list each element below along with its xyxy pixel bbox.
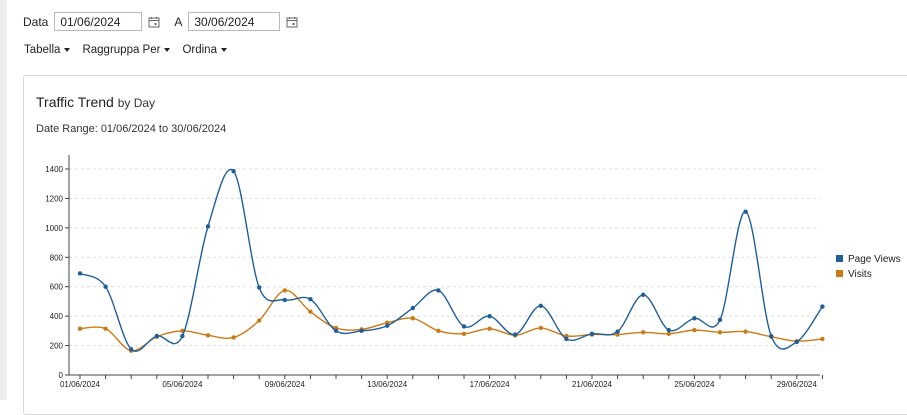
caret-down-icon: [164, 48, 171, 52]
data-point: [487, 313, 492, 319]
x-tick-label: 09/06/2024: [265, 380, 306, 389]
y-tick-label: 200: [50, 342, 64, 351]
y-tick-label: 800: [50, 253, 64, 262]
data-point: [410, 305, 415, 311]
data-point: [436, 288, 441, 293]
data-point: [641, 292, 646, 298]
menu-label: Raggruppa Per: [82, 44, 161, 56]
date-range-text: Date Range: 01/06/2024 to 30/06/2024: [36, 123, 227, 135]
data-point: [743, 329, 748, 334]
data-point: [461, 331, 467, 336]
y-tick-label: 1000: [45, 224, 63, 233]
x-tick-label: 17/06/2024: [470, 380, 511, 389]
data-point: [154, 333, 159, 339]
data-point: [77, 271, 83, 276]
data-point: [308, 297, 313, 302]
menu-raggruppa-per[interactable]: Raggruppa Per: [82, 44, 171, 56]
x-tick-label: 25/06/2024: [674, 380, 715, 389]
menu-label: Tabella: [24, 44, 61, 56]
card-title-main: Traffic Trend: [36, 94, 114, 110]
data-point: [436, 328, 441, 334]
data-point: [333, 328, 339, 334]
card-title-sub: by Day: [117, 96, 156, 110]
date-filter-bar: Data A: [23, 12, 312, 31]
data-point: [487, 326, 492, 331]
data-point: [717, 317, 723, 323]
menu-label: Ordina: [182, 44, 217, 56]
left-scrollbar[interactable]: [0, 0, 7, 400]
data-point: [282, 288, 287, 293]
data-point: [666, 327, 671, 333]
data-point: [615, 329, 620, 334]
caret-down-icon: [220, 48, 227, 52]
caret-down-icon: [64, 48, 71, 52]
data-point: [231, 335, 236, 340]
x-tick-label: 21/06/2024: [572, 380, 613, 389]
data-point: [717, 330, 723, 335]
x-tick-label: 29/06/2024: [777, 380, 818, 389]
to-date-input[interactable]: [188, 12, 281, 31]
y-tick-label: 1400: [45, 165, 63, 174]
data-point: [359, 328, 364, 334]
from-date-input[interactable]: [54, 12, 143, 31]
data-point: [410, 316, 415, 321]
data-point: [103, 326, 108, 331]
data-point: [308, 309, 313, 314]
from-date-label: Data: [23, 14, 49, 29]
calendar-icon[interactable]: [286, 16, 298, 28]
card-title: Traffic Trend by Day: [36, 94, 155, 110]
data-point: [385, 323, 390, 328]
data-point: [820, 336, 825, 342]
series-line-page-views: [79, 168, 823, 352]
data-point: [205, 224, 211, 229]
data-point: [77, 326, 83, 331]
data-point: [743, 209, 748, 214]
legend-label: Page Views: [848, 254, 901, 265]
data-point: [692, 327, 697, 333]
menu-tabella[interactable]: Tabella: [24, 44, 71, 56]
data-point: [461, 324, 467, 329]
data-point: [205, 333, 211, 338]
x-tick-label: 01/06/2024: [60, 380, 101, 389]
toolbar-menus: Tabella Raggruppa Per Ordina: [24, 44, 239, 56]
menu-ordina[interactable]: Ordina: [182, 44, 227, 56]
data-point: [692, 316, 697, 321]
data-point: [769, 333, 774, 339]
legend-swatch: [836, 255, 843, 262]
data-point: [257, 318, 262, 323]
y-tick-label: 600: [50, 283, 64, 292]
data-point: [257, 285, 262, 290]
legend-label: Visits: [848, 269, 872, 280]
data-point: [820, 304, 825, 309]
data-point: [538, 325, 543, 331]
y-tick-label: 400: [50, 312, 64, 321]
data-point: [589, 331, 595, 336]
data-point: [513, 332, 518, 337]
data-point: [666, 331, 671, 336]
data-point: [129, 347, 134, 352]
data-point: [282, 297, 287, 303]
to-date-label: A: [174, 14, 183, 29]
data-point: [641, 330, 646, 335]
calendar-icon[interactable]: [148, 16, 160, 28]
data-point: [180, 333, 185, 339]
data-point: [794, 339, 799, 345]
legend-swatch: [836, 270, 843, 277]
series-line-visits: [79, 289, 823, 352]
y-tick-label: 1200: [45, 194, 63, 203]
data-point: [538, 303, 543, 309]
x-tick-label: 13/06/2024: [367, 380, 408, 389]
data-point: [564, 336, 569, 342]
data-point: [103, 284, 108, 289]
x-tick-label: 05/06/2024: [162, 380, 203, 389]
traffic-line-chart: 0 200 400 600 800 1000 1200 1400 01/06/2024 05/06…: [45, 155, 901, 389]
y-tick-label: 0: [59, 371, 64, 380]
data-point: [231, 169, 236, 174]
